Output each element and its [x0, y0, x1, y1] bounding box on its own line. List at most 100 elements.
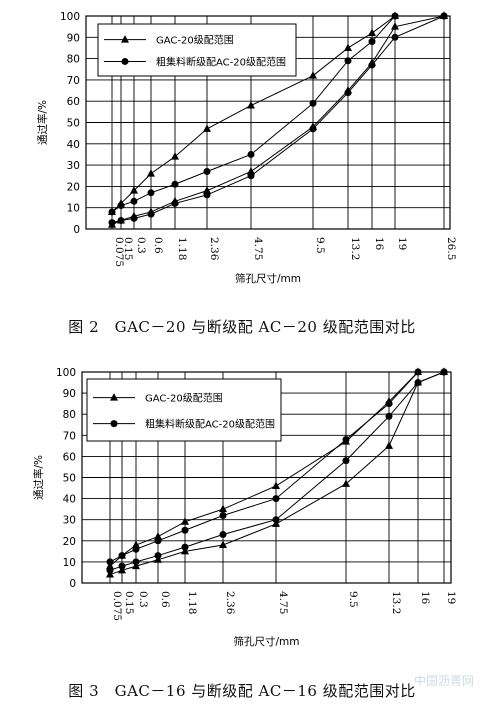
y-tick-label: 80 [67, 54, 80, 66]
data-point-circle [117, 202, 125, 210]
legend-circle-marker [110, 420, 118, 428]
data-point-circle [368, 61, 376, 69]
y-tick-label: 60 [63, 451, 76, 463]
x-tick-label: 16 [419, 591, 431, 605]
data-point-circle [203, 191, 211, 199]
y-tick-label: 30 [67, 160, 80, 172]
data-point-triangle [247, 166, 255, 175]
x-tick-label: 0.15 [122, 237, 134, 260]
figure-2-caption: 图 2 GAC－20 与断级配 AC－20 级配范围对比 [68, 318, 416, 336]
x-tick-label: 1.18 [176, 237, 188, 260]
x-tick-label: 19 [445, 591, 457, 604]
x-tick-label: 16 [373, 237, 385, 251]
x-tick-label: 0.3 [137, 591, 149, 608]
y-tick-label: 80 [63, 409, 76, 421]
data-point-circle [132, 545, 140, 553]
legend-label: GAC-20级配范围 [145, 392, 223, 405]
data-point-circle [385, 400, 393, 408]
data-point-circle [414, 379, 422, 387]
x-axis-title: 筛孔尺寸/mm [235, 272, 301, 285]
data-point-triangle [247, 100, 255, 109]
data-point-triangle [171, 152, 179, 160]
x-tick-label: 4.75 [252, 237, 264, 260]
figure-3-caption: 图 3 GAC－16 与断级配 AC－16 级配范围对比 [68, 682, 416, 700]
data-point-triangle [219, 540, 227, 549]
data-point-circle [272, 495, 280, 503]
data-point-circle [108, 219, 116, 227]
data-point-circle [154, 537, 162, 545]
legend-circle-marker [121, 57, 129, 65]
x-axis-title: 筛孔尺寸/mm [234, 635, 300, 648]
x-tick-label: 0.6 [152, 237, 164, 254]
legend-label: 粗集料断级配AC-20级配范围 [145, 418, 275, 431]
x-tick-label: 0.075 [113, 237, 125, 267]
y-tick-label: 40 [63, 494, 76, 506]
x-tick-label: 13.2 [390, 591, 402, 614]
data-point-circle [181, 526, 189, 534]
y-tick-label: 70 [67, 75, 80, 87]
legend-box [86, 378, 282, 442]
y-tick-label: 30 [63, 515, 76, 527]
y-tick-label: 10 [67, 203, 80, 215]
data-point-circle [171, 180, 179, 188]
data-point-circle [342, 436, 350, 444]
x-tick-label: 4.75 [277, 591, 289, 614]
y-tick-label: 100 [60, 11, 80, 23]
data-point-circle [132, 558, 140, 566]
data-point-circle [130, 197, 138, 205]
data-point-circle [414, 368, 422, 376]
data-point-circle [219, 530, 227, 538]
figure-3: 0 10 20 30 40 50 60 70 80 90 100 0.075 0.15 0.3 0.6 1.1… [0, 355, 484, 713]
data-point-circle [391, 12, 399, 20]
data-point-circle [106, 558, 114, 566]
data-point-circle [181, 543, 189, 551]
data-point-circle [147, 210, 155, 218]
data-point-triangle [203, 124, 211, 132]
data-point-circle [118, 552, 126, 560]
y-tick-label: 40 [67, 139, 80, 151]
x-tick-label: 2.36 [208, 237, 220, 261]
y-tick-label: 20 [63, 536, 76, 548]
data-point-circle [154, 552, 162, 560]
y-tick-label: 10 [63, 557, 76, 569]
plot-frame [85, 15, 451, 230]
y-tick-label: 50 [63, 473, 76, 485]
data-point-circle [342, 457, 350, 465]
data-point-circle [440, 368, 448, 376]
chart-figure-3: 0 10 20 30 40 50 60 70 80 90 100 0.075 0.15 0.3 0.6 1.1… [32, 367, 457, 648]
data-point-circle [391, 33, 399, 41]
x-tick-label: 13.2 [349, 237, 361, 260]
y-axis-title: 通过率/% [32, 455, 45, 500]
x-tick-label: 2.36 [224, 591, 236, 615]
y-tick-label: 50 [67, 118, 80, 130]
data-point-circle [368, 38, 376, 46]
legend-triangle-marker [110, 393, 118, 401]
data-point-triangle [385, 441, 393, 449]
data-point-circle [309, 125, 317, 133]
data-point-circle [171, 199, 179, 207]
data-point-triangle [203, 186, 211, 194]
y-axis-title: 通过率/% [36, 100, 49, 145]
legend-triangle-marker [121, 35, 129, 43]
legend-box [97, 23, 297, 77]
data-point-circle [344, 89, 352, 97]
data-point-triangle [181, 517, 189, 525]
data-point-circle [108, 208, 116, 216]
y-tick-label: 0 [69, 578, 76, 590]
y-tick-label: 100 [56, 367, 76, 379]
data-point-circle [440, 12, 448, 20]
data-point-triangle [391, 22, 399, 30]
x-tick-label: 9.5 [347, 591, 359, 608]
y-tick-label: 0 [73, 224, 80, 236]
data-point-circle [344, 57, 352, 65]
data-point-triangle [132, 540, 140, 549]
x-tick-label: 0.3 [135, 237, 147, 254]
data-point-circle [219, 511, 227, 519]
data-point-circle [130, 214, 138, 222]
data-point-circle [385, 412, 393, 420]
data-point-triangle [309, 71, 317, 79]
x-tick-label: 26.5 [445, 237, 457, 260]
data-point-circle [203, 167, 211, 175]
data-point-triangle [147, 169, 155, 177]
